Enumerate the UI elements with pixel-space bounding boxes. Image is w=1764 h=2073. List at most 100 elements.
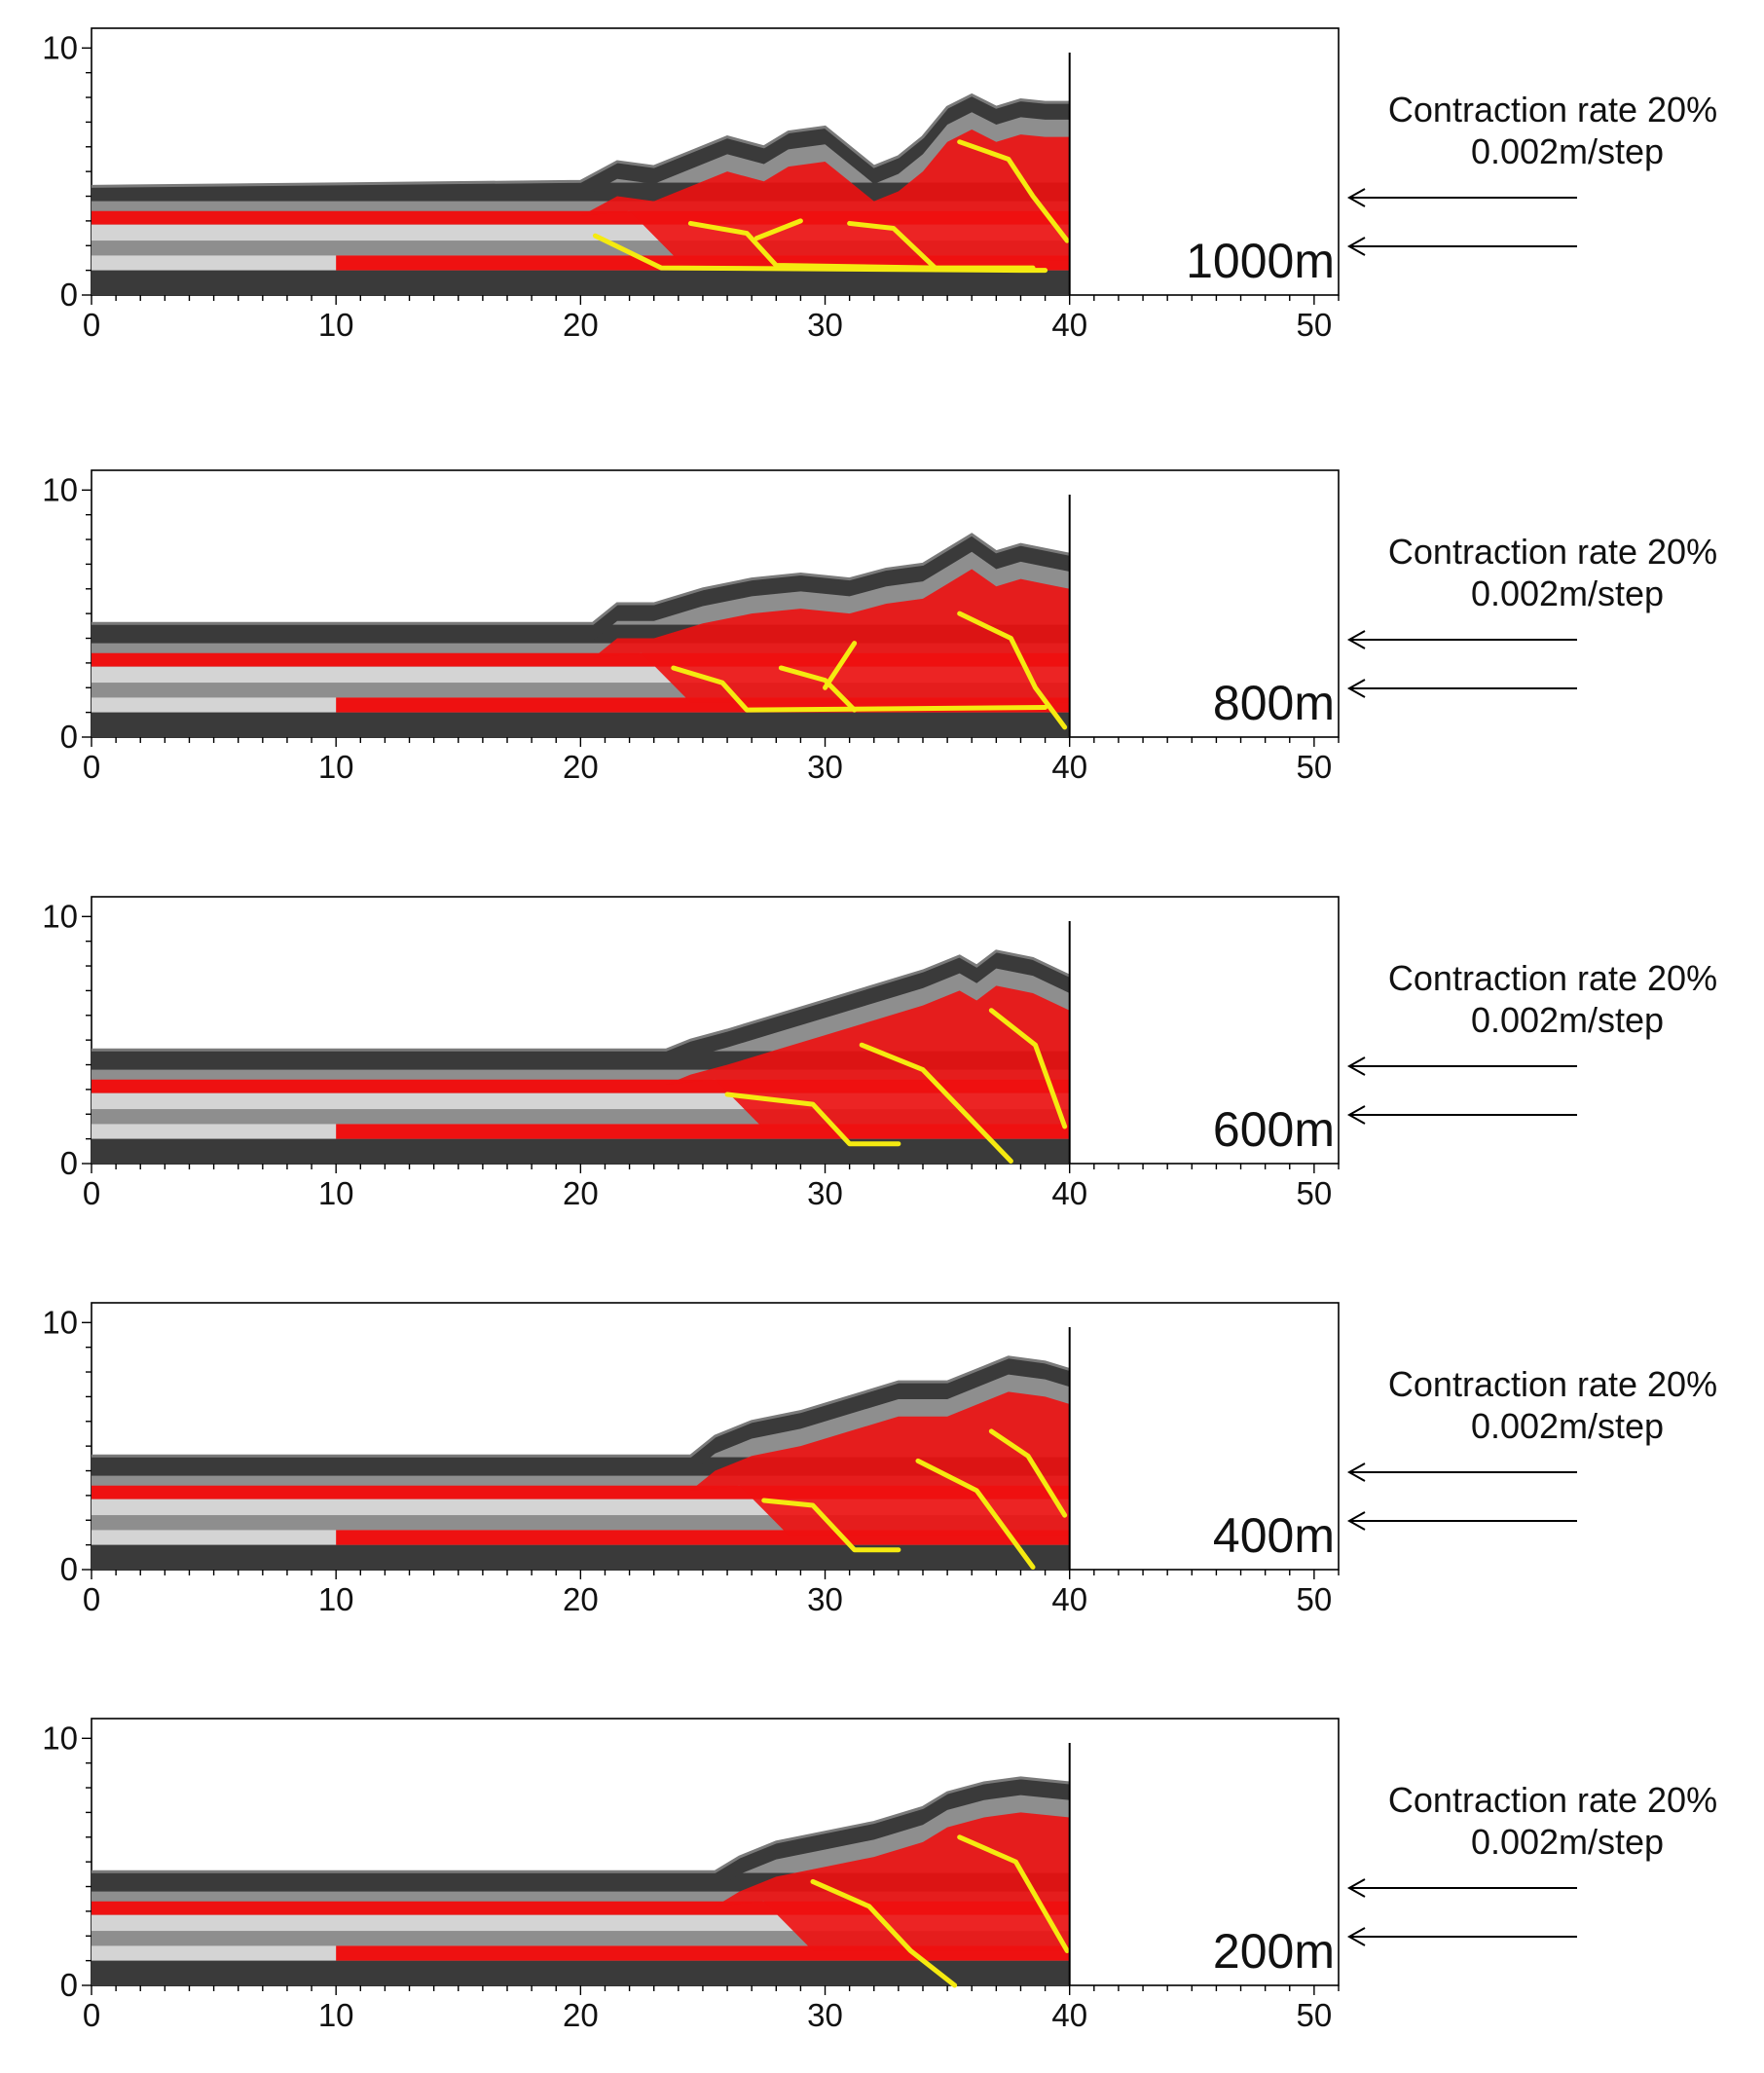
fault-line-3 — [988, 1008, 1068, 1129]
x-tick-label: 0 — [83, 749, 100, 785]
x-tick-label: 30 — [807, 1997, 843, 2033]
contraction-rate-label: Contraction rate 20% — [1388, 1780, 1717, 1820]
x-tick-label: 0 — [83, 1997, 100, 2033]
x-tick-label: 50 — [1297, 1997, 1333, 2033]
fault-line-4 — [847, 220, 938, 271]
x-tick-label: 20 — [563, 1175, 599, 1211]
y-tick-label: 10 — [42, 898, 78, 934]
layer-dark-base — [92, 1960, 1070, 1985]
x-tick-label: 40 — [1051, 1997, 1087, 2033]
y-tick-label: 10 — [42, 29, 78, 65]
deformed-dark-cap — [580, 94, 1070, 200]
arrow-head-icon — [1346, 679, 1366, 698]
displacement-label: 200m — [1213, 1924, 1335, 1979]
y-tick-label: 0 — [60, 1145, 78, 1181]
x-tick-label: 50 — [1297, 749, 1333, 785]
fault-line-2 — [778, 665, 858, 713]
deformed-red-wedge — [666, 985, 1070, 1129]
fault-line-3 — [753, 218, 803, 241]
x-tick-label: 20 — [563, 1581, 599, 1617]
y-tick-label: 0 — [60, 1967, 78, 2003]
x-tick-label: 30 — [807, 1175, 843, 1211]
step-rate-label: 0.002m/step — [1471, 1822, 1664, 1862]
x-tick-label: 40 — [1051, 749, 1087, 785]
fault-line-1 — [724, 1092, 901, 1147]
step-rate-label: 0.002m/step — [1471, 574, 1664, 613]
fault-line-2 — [687, 220, 1036, 271]
x-tick-label: 0 — [83, 307, 100, 343]
x-tick-label: 10 — [318, 1175, 354, 1211]
x-tick-label: 30 — [807, 307, 843, 343]
panel-2: 0 10 20 30 40 50 0 10 800m Contraction rate 20%0.… — [42, 469, 1717, 785]
x-tick-label: 10 — [318, 307, 354, 343]
fault-line-2 — [915, 1458, 1036, 1570]
fault-line-1 — [761, 1498, 901, 1553]
arrow-head-icon — [1346, 237, 1366, 256]
panel-1: 0 10 20 30 40 50 0 10 1000m Contraction rate 20%0… — [42, 27, 1717, 343]
deformed-dark-cap — [715, 1777, 1070, 1890]
x-tick-label: 20 — [563, 749, 599, 785]
fault-line-3 — [823, 641, 858, 690]
x-tick-label: 0 — [83, 1175, 100, 1211]
displacement-label: 800m — [1213, 676, 1335, 730]
topographic-surface — [91, 93, 1070, 188]
contraction-rate-label: Contraction rate 20% — [1388, 1364, 1717, 1404]
x-tick-label: 50 — [1297, 1581, 1333, 1617]
topographic-surface — [92, 533, 1071, 625]
contraction-rate-label: Contraction rate 20% — [1388, 90, 1717, 130]
panel-3: 0 10 20 30 40 50 0 10 600m Contraction rate 20%0.… — [42, 896, 1717, 1211]
fault-line-2 — [957, 1834, 1070, 1953]
topographic-surface — [92, 949, 1071, 1052]
y-tick-label: 0 — [60, 1551, 78, 1587]
step-rate-label: 0.002m/step — [1471, 131, 1664, 171]
y-tick-label: 0 — [60, 719, 78, 755]
arrow-head-icon — [1346, 188, 1366, 207]
layer-dark-base — [92, 1544, 1070, 1570]
deformed-dark-cap — [592, 534, 1070, 642]
x-tick-label: 30 — [807, 749, 843, 785]
fault-line-1 — [810, 1878, 958, 1988]
x-tick-label: 50 — [1297, 1175, 1333, 1211]
deformed-dark-cap — [666, 950, 1070, 1068]
x-tick-label: 40 — [1051, 1175, 1087, 1211]
y-tick-label: 10 — [42, 1304, 78, 1340]
x-tick-label: 0 — [83, 1581, 100, 1617]
arrow-head-icon — [1346, 1462, 1366, 1482]
fault-line-3 — [988, 1428, 1068, 1518]
arrow-head-icon — [1346, 1105, 1366, 1125]
y-tick-label: 10 — [42, 471, 78, 507]
x-tick-label: 30 — [807, 1581, 843, 1617]
step-rate-label: 0.002m/step — [1471, 1406, 1664, 1446]
fault-line-1 — [592, 233, 1048, 274]
arrow-head-icon — [1346, 630, 1366, 649]
fault-line-1 — [671, 665, 1048, 713]
topographic-surface — [92, 1355, 1071, 1458]
displacement-label: 600m — [1213, 1102, 1335, 1157]
contraction-rate-label: Contraction rate 20% — [1388, 958, 1717, 998]
panel-5: 0 10 20 30 40 50 0 10 200m Contraction rate 20%0.… — [42, 1718, 1717, 2033]
arrow-head-icon — [1346, 1927, 1366, 1946]
y-tick-label: 0 — [60, 277, 78, 313]
layer-dark-base — [92, 712, 1070, 737]
x-tick-label: 10 — [318, 1581, 354, 1617]
x-tick-label: 40 — [1051, 1581, 1087, 1617]
x-tick-label: 40 — [1051, 307, 1087, 343]
arrow-head-icon — [1346, 1511, 1366, 1531]
layer-dark-base — [92, 1138, 1070, 1164]
displacement-label: 1000m — [1186, 234, 1335, 288]
contraction-rate-label: Contraction rate 20% — [1388, 532, 1717, 572]
fault-line-5 — [957, 139, 1070, 243]
arrow-head-icon — [1346, 1878, 1366, 1898]
x-tick-label: 50 — [1297, 307, 1333, 343]
x-tick-label: 10 — [318, 1997, 354, 2033]
x-tick-label: 10 — [318, 749, 354, 785]
x-tick-label: 20 — [563, 1997, 599, 2033]
fault-line-4 — [957, 611, 1068, 730]
panel-4: 0 10 20 30 40 50 0 10 400m Contraction rate 20%0.… — [42, 1302, 1717, 1617]
x-tick-label: 20 — [563, 307, 599, 343]
deformed-dark-cap — [690, 1356, 1070, 1474]
fault-line-2 — [859, 1042, 1013, 1164]
deformed-red-wedge — [690, 1391, 1070, 1536]
layer-dark-base — [92, 270, 1070, 295]
